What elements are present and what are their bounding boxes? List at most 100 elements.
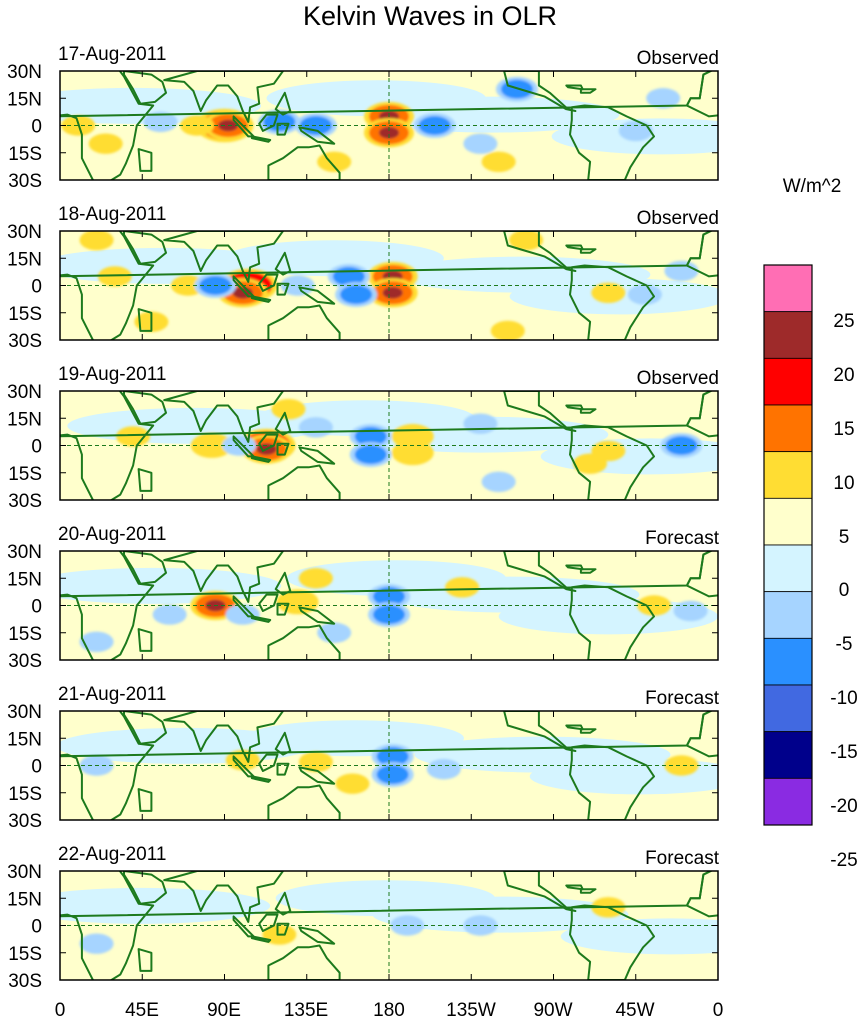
anomaly-blob	[395, 918, 420, 933]
coastline	[258, 273, 279, 292]
coastline	[258, 913, 279, 932]
coastline	[60, 231, 713, 340]
anomaly-blob	[669, 758, 694, 773]
coastline	[232, 115, 255, 138]
lat-label: 0	[31, 277, 42, 298]
colorbar-swatch	[763, 637, 813, 686]
coastline	[123, 391, 167, 425]
lon-label: 0	[713, 1000, 724, 1020]
coastline	[163, 711, 284, 763]
coastline	[232, 435, 255, 458]
coastline	[276, 282, 290, 296]
colorbar-swatch	[763, 684, 813, 733]
lat-label: 30N	[7, 542, 42, 563]
anomaly-core	[379, 126, 399, 139]
coastline	[267, 144, 341, 180]
coastline	[274, 251, 292, 276]
coastlines	[60, 711, 718, 820]
coastline	[137, 788, 153, 812]
anomaly-blob	[84, 634, 109, 650]
anomaly-blob	[678, 603, 703, 619]
coastline	[137, 468, 153, 492]
coastline	[60, 71, 713, 180]
colorbar-swatch	[763, 311, 813, 359]
map-panel: 30N 15N 0 15S 30S 17-Aug-2011 Observed	[7, 44, 719, 192]
colorbar-label: 15	[833, 419, 854, 440]
anomaly-blob	[93, 136, 118, 151]
anomaly-blob	[495, 323, 520, 339]
coastline	[258, 433, 279, 452]
coastline	[569, 104, 655, 180]
lat-label: 15S	[8, 784, 42, 805]
lat-label: 15N	[7, 569, 42, 590]
coastline	[298, 446, 336, 465]
colorbar-swatch	[763, 451, 813, 499]
coastline	[579, 88, 597, 94]
colorbar-label: -20	[830, 796, 857, 817]
coastline	[232, 755, 255, 778]
coastline	[163, 231, 284, 283]
colorbar-label: 25	[833, 311, 854, 332]
anomaly-band	[529, 758, 718, 795]
anomaly-blob	[185, 118, 210, 133]
colorbar-swatch	[763, 264, 813, 313]
anomaly-blob	[468, 416, 493, 431]
colorbar-label: -10	[830, 688, 857, 709]
panel-date: 21-Aug-2011	[58, 684, 166, 705]
coastline	[298, 766, 336, 785]
lat-label: 30N	[7, 62, 42, 83]
anomaly-blob	[578, 456, 603, 471]
panel-date: 20-Aug-2011	[58, 524, 166, 545]
lat-label: 15S	[8, 304, 42, 325]
lat-label: 15N	[7, 409, 42, 430]
coastline	[503, 711, 577, 752]
anomaly-blob	[596, 443, 621, 459]
coastline	[579, 568, 597, 574]
coastline	[274, 731, 292, 756]
coastline	[298, 606, 336, 625]
coastline	[258, 113, 279, 132]
anomaly-blob	[354, 445, 387, 464]
figure-title: Kelvin Waves in OLR	[303, 1, 557, 31]
colorbar	[763, 264, 813, 826]
coastline	[503, 231, 577, 272]
coastline	[267, 784, 341, 820]
coastline	[579, 728, 597, 734]
anomaly-blob	[148, 114, 173, 130]
lon-label: 135E	[284, 1000, 328, 1020]
anomaly-blob	[276, 401, 301, 417]
coastline	[579, 888, 597, 894]
coastlines	[60, 871, 718, 980]
anomaly-blob	[84, 936, 109, 951]
map-panel: 30N 15N 0 15S 30S 20-Aug-2011 Forecast	[7, 524, 720, 672]
coastline	[503, 71, 577, 112]
panel-source: Observed	[637, 208, 719, 229]
coastline	[250, 615, 272, 623]
lon-label: 135W	[446, 1000, 496, 1020]
coastline	[276, 442, 290, 456]
coastline	[569, 904, 655, 980]
anomaly-blob	[396, 427, 429, 446]
coastline	[267, 464, 341, 500]
coastline	[274, 411, 292, 436]
lat-label: 0	[31, 917, 42, 938]
coastline	[276, 602, 290, 616]
coastlines	[60, 551, 718, 660]
lon-label: 180	[373, 1000, 405, 1020]
coastlines	[60, 391, 718, 500]
anomaly-band	[560, 918, 718, 955]
colorbar-swatch	[763, 777, 813, 826]
coastline	[569, 424, 655, 500]
lat-label: 0	[31, 437, 42, 458]
panel-source: Forecast	[645, 848, 720, 869]
anomaly-blob	[669, 263, 694, 279]
coastline	[123, 71, 167, 105]
coastline	[232, 595, 255, 618]
anomaly-blob	[340, 285, 373, 304]
colorbar-swatch	[763, 404, 813, 453]
panel-date: 18-Aug-2011	[58, 204, 166, 225]
panel-source: Observed	[637, 48, 719, 69]
colorbar-label: -25	[830, 850, 857, 871]
coastline	[137, 948, 153, 972]
anomaly-blob	[84, 232, 109, 248]
